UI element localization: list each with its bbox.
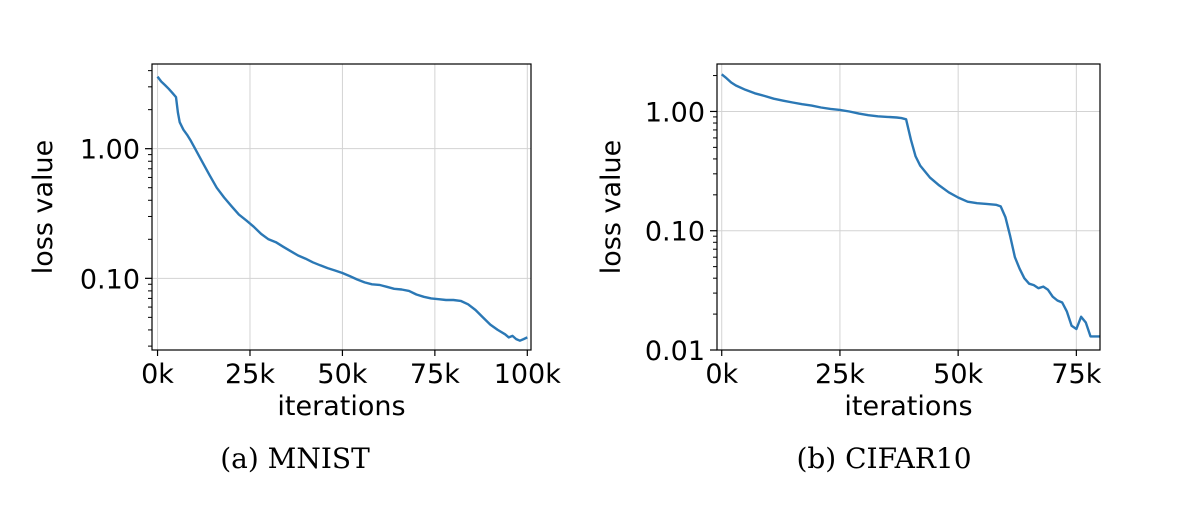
x-tick-label: 0k [705,359,738,390]
caption-mnist: (a) MNIST [220,442,370,475]
chart-mnist: 0k 25k 50k 75k 100k 0.10 1.00 iterations loss va… [28,63,562,422]
y-tick-label: 1.00 [80,135,140,166]
chart-panel-cifar10: 0k 25k 50k 75k 0.01 0.10 1.00 iterations loss va… [590,0,1178,512]
x-tick-label: 0k [141,359,174,390]
x-tick-label: 25k [225,359,275,390]
y-axis-label: loss value [28,140,59,275]
x-axis-label: iterations [844,391,972,422]
x-tick-label: 75k [410,359,460,390]
y-axis-label: loss value [596,140,627,275]
x-tick-label: 50k [933,359,983,390]
chart-cifar10: 0k 25k 50k 75k 0.01 0.10 1.00 iterations loss va… [596,63,1102,422]
x-tick-label: 25k [815,359,865,390]
x-tick-label: 100k [494,359,562,390]
loss-series-line [720,73,1100,338]
loss-series-line [156,75,528,342]
y-tick-label: 1.00 [645,97,705,128]
y-tick-label: 0.10 [80,264,140,295]
y-tick-label: 0.10 [645,217,705,248]
x-tick-label: 75k [1051,359,1101,390]
x-axis-label: iterations [277,391,405,422]
plot-frame [151,63,532,351]
chart-panel-mnist: 0k 25k 50k 75k 100k 0.10 1.00 iterations loss va… [28,63,562,475]
caption-cifar10: (b) CIFAR10 [796,442,972,475]
x-tick-label: 50k [317,359,367,390]
plot-frame [716,63,1101,351]
y-tick-label: 0.01 [645,336,705,367]
